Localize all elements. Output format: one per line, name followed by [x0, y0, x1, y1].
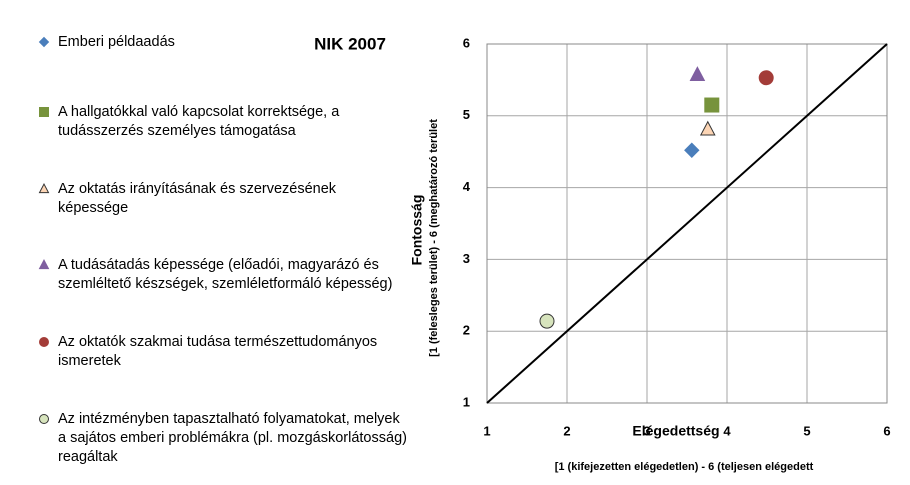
legend-marker [38, 258, 50, 270]
x-axis-subtitle: [1 (kifejezetten elégedetlen) - 6 (telje… [555, 461, 814, 473]
y-tick-label: 2 [463, 323, 470, 338]
legend-label: Emberi példaadás [58, 34, 175, 50]
y-axis-subtitle: [1 (felesleges terület) - 6 (meghatározó… [428, 119, 440, 357]
y-tick-label: 4 [463, 179, 471, 194]
y-tick-label: 5 [463, 107, 470, 122]
point [684, 142, 700, 158]
y-tick-label: 3 [463, 251, 470, 266]
legend-marker [38, 36, 50, 48]
legend-marker [39, 414, 49, 424]
y-axis-title: Fontosság [409, 195, 425, 266]
x-tick-label: 4 [723, 423, 731, 438]
x-tick-label: 1 [483, 423, 490, 438]
point [758, 70, 774, 86]
legend-label: A hallgatókkal való kapcsolat korrektség… [58, 104, 340, 139]
x-tick-label: 5 [803, 423, 810, 438]
legend-marker [39, 337, 49, 347]
x-tick-label: 2 [563, 423, 570, 438]
point [704, 97, 720, 113]
legend-label: Az oktatás irányításának és szervezéséne… [58, 181, 337, 216]
legend-label: A tudásátadás képessége (előadói, magyar… [58, 257, 393, 292]
plot-border [486, 43, 888, 404]
legend-marker [38, 182, 50, 194]
point [539, 313, 555, 329]
chart-title: NIK 2007 [314, 34, 386, 53]
diagonal-line [486, 43, 888, 404]
legend-marker [39, 107, 49, 117]
legend-label: Az oktatók szakmai tudása természettudom… [58, 334, 378, 369]
point [699, 120, 716, 136]
point [689, 66, 706, 81]
y-tick-label: 6 [463, 35, 470, 50]
legend-label: Az intézményben tapasztalható folyamatok… [58, 411, 407, 465]
y-tick-label: 1 [463, 394, 470, 409]
x-axis-title: Elégedettség [632, 423, 719, 439]
x-tick-label: 6 [883, 423, 890, 438]
x-tick-label: 3 [643, 423, 650, 438]
